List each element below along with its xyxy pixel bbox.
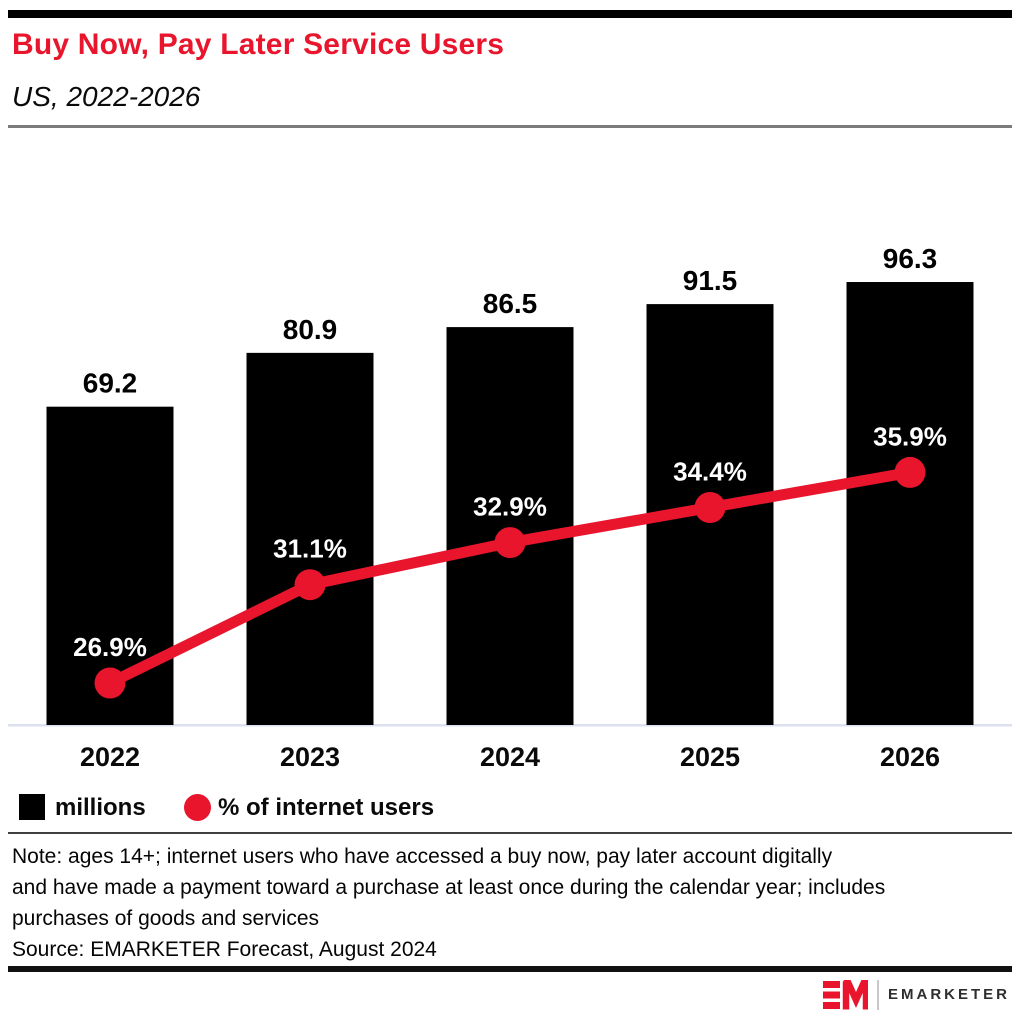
legend-label-percent: % of internet users: [218, 794, 435, 821]
year-label-2022: 2022: [80, 742, 140, 772]
bar-value-label-2022: 69.2: [83, 368, 138, 399]
pct-label-2022: 26.9%: [73, 632, 147, 662]
x-axis-baseline: [8, 724, 1012, 727]
bar-value-label-2026: 96.3: [883, 243, 938, 274]
legend-swatch-millions-icon: [19, 794, 45, 820]
bar-2024: [446, 327, 574, 725]
pct-label-2023: 31.1%: [273, 534, 347, 564]
emarketer-logo-icon: [822, 980, 868, 1010]
data-point-2025: [694, 492, 726, 523]
logo-divider: [876, 980, 879, 1010]
logo-wordmark: EMARKETER: [887, 986, 1010, 1003]
bar-2026: [846, 282, 974, 725]
legend-swatch-percent-icon: [184, 794, 211, 821]
year-label-2023: 2023: [280, 742, 340, 772]
year-label-2025: 2025: [680, 742, 740, 772]
pct-label-2025: 34.4%: [673, 457, 747, 487]
bar-value-label-2023: 80.9: [283, 314, 338, 345]
legend-divider: [8, 832, 1012, 834]
data-point-2024: [494, 527, 526, 559]
header-divider: [8, 125, 1012, 128]
legend-label-millions: millions: [55, 794, 146, 821]
page-title: Buy Now, Pay Later Service Users: [12, 28, 505, 61]
chart-legend: millions % of internet users: [0, 792, 1020, 824]
source-line: Source: EMARKETER Forecast, August 2024: [12, 938, 437, 961]
note-line-1: Note: ages 14+; internet users who have …: [12, 845, 833, 868]
bar-value-label-2024: 86.5: [483, 288, 538, 319]
pct-label-2026: 35.9%: [873, 421, 947, 451]
pct-label-2024: 32.9%: [473, 492, 547, 522]
data-point-2023: [294, 569, 326, 601]
combo-chart-plot-area: 69.2 80.9 86.5 91.5 96.3 26.9% 31.1% 32.9% 34.4%…: [8, 243, 1012, 772]
footnote-block: Note: ages 14+; internet users who have …: [12, 841, 1012, 965]
bar-2023: [246, 352, 374, 725]
year-label-2026: 2026: [880, 742, 940, 772]
year-label-2024: 2024: [480, 742, 540, 772]
bar-value-label-2025: 91.5: [683, 265, 738, 296]
data-point-2026: [894, 456, 926, 488]
data-point-2022: [94, 667, 126, 699]
bottom-divider: [8, 966, 1012, 972]
brand-footer: EMARKETER: [822, 979, 1010, 1011]
note-line-2: and have made a payment toward a purchas…: [12, 876, 886, 899]
top-divider: [8, 10, 1012, 18]
chart-subtitle: US, 2022-2026: [12, 81, 201, 112]
note-line-3: purchases of goods and services: [12, 907, 320, 930]
